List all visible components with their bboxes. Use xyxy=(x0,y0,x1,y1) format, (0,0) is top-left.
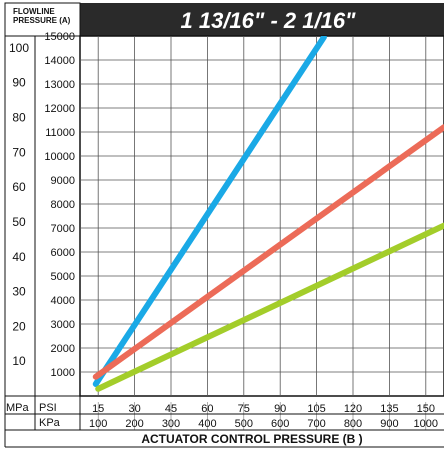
x-psi-tick-label: 105 xyxy=(307,403,325,415)
x-psi-tick-label: 90 xyxy=(274,403,286,415)
series-line-3 xyxy=(95,222,444,392)
mpa-tick-labels: 10 20 30 40 50 60 70 80 90 100 xyxy=(9,41,29,368)
psi-tick-label: 11000 xyxy=(45,127,75,139)
x-psi-tick-label: 30 xyxy=(128,403,140,415)
x-psi-tick-label: 120 xyxy=(344,403,362,415)
mpa-row-label: MPa xyxy=(6,402,30,414)
x-kpa-tick-label: 800 xyxy=(344,418,362,430)
x-kpa-tick-label: 500 xyxy=(235,418,253,430)
psi-tick-label: 6000 xyxy=(51,247,75,259)
series-line-1 xyxy=(92,36,327,387)
x-kpa-tick-label: 900 xyxy=(380,418,398,430)
mpa-tick-label: 90 xyxy=(12,76,26,90)
x-psi-tick-label: 60 xyxy=(201,403,213,415)
psi-tick-label: 13000 xyxy=(44,79,75,91)
psi-tick-label: 14000 xyxy=(44,55,75,67)
mpa-tick-label: 40 xyxy=(12,250,26,264)
x-psi-tick-labels: 15 30 45 60 75 90 105 120 135 150 xyxy=(92,403,435,415)
mpa-tick-label: 80 xyxy=(12,111,26,125)
x-psi-tick-label: 135 xyxy=(380,403,398,415)
x-kpa-tick-label: 600 xyxy=(271,418,289,430)
mpa-tick-label: 60 xyxy=(12,180,26,194)
x-kpa-tick-label: 1000 xyxy=(414,418,438,430)
x-kpa-tick-label: 200 xyxy=(125,418,143,430)
x-psi-tick-label: 150 xyxy=(417,403,435,415)
plot-area xyxy=(79,35,444,397)
chart-title: 1 13/16" - 2 1/16" xyxy=(181,8,357,33)
mpa-tick-label: 10 xyxy=(12,354,26,368)
mpa-tick-label: 100 xyxy=(9,41,29,55)
series-line-2 xyxy=(92,124,444,380)
psi-tick-label: 8000 xyxy=(51,199,75,211)
x-psi-tick-label: 75 xyxy=(238,403,250,415)
mpa-tick-label: 30 xyxy=(12,285,26,299)
header-bar xyxy=(80,3,444,37)
psi-tick-label: 15000 xyxy=(44,31,75,43)
x-psi-tick-label: 45 xyxy=(165,403,177,415)
psi-tick-label: 10000 xyxy=(44,151,75,163)
psi-tick-label: 3000 xyxy=(51,319,75,331)
psi-tick-label: 9000 xyxy=(51,175,75,187)
x-axis-title: ACTUATOR CONTROL PRESSURE (B ) xyxy=(141,432,362,446)
ylabel-line2: PRESSURE (A) xyxy=(13,16,71,25)
x-psi-tick-label: 15 xyxy=(92,403,104,415)
x-kpa-tick-label: 700 xyxy=(307,418,325,430)
mpa-tick-label: 20 xyxy=(12,319,26,333)
psi-tick-label: 1000 xyxy=(51,367,75,379)
mpa-tick-label: 70 xyxy=(12,145,26,159)
psi-tick-label: 7000 xyxy=(51,223,75,235)
kpa-row-label: KPa xyxy=(39,417,61,429)
x-kpa-tick-labels: 100 200 300 400 500 600 700 800 900 1000 xyxy=(89,418,438,430)
psi-tick-label: 12000 xyxy=(44,103,75,115)
psi-tick-label: 5000 xyxy=(51,271,75,283)
vertical-gridlines xyxy=(97,36,427,430)
series-layer xyxy=(92,36,444,392)
mpa-tick-label: 50 xyxy=(12,215,26,229)
ylabel-line1: FLOWLINE xyxy=(13,7,55,16)
psi-row-label: PSI xyxy=(39,402,57,414)
psi-tick-label: 4000 xyxy=(51,295,75,307)
x-kpa-tick-label: 300 xyxy=(162,418,180,430)
x-kpa-tick-label: 100 xyxy=(89,418,107,430)
psi-tick-labels: 1000 2000 3000 4000 5000 6000 7000 8000 9000 1000… xyxy=(44,31,75,379)
psi-tick-label: 2000 xyxy=(51,343,75,355)
x-kpa-tick-label: 400 xyxy=(198,418,216,430)
